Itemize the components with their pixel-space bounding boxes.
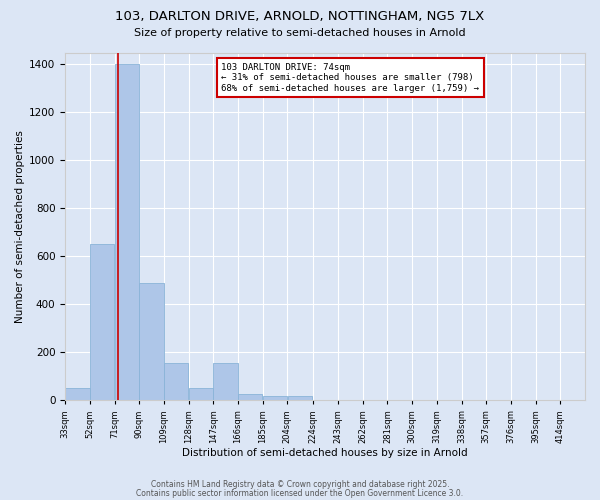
Bar [164,363,188,401]
Bar [287,396,312,400]
Bar [65,388,89,400]
Y-axis label: Number of semi-detached properties: Number of semi-detached properties [15,130,25,323]
Bar [189,388,213,400]
Bar [263,396,287,400]
Text: Size of property relative to semi-detached houses in Arnold: Size of property relative to semi-detach… [134,28,466,38]
Text: Contains HM Land Registry data © Crown copyright and database right 2025.: Contains HM Land Registry data © Crown c… [151,480,449,489]
Bar [139,283,164,401]
Text: Contains public sector information licensed under the Open Government Licence 3.: Contains public sector information licen… [136,488,464,498]
Bar [90,244,115,400]
X-axis label: Distribution of semi-detached houses by size in Arnold: Distribution of semi-detached houses by … [182,448,468,458]
Text: 103 DARLTON DRIVE: 74sqm
← 31% of semi-detached houses are smaller (798)
68% of : 103 DARLTON DRIVE: 74sqm ← 31% of semi-d… [221,63,479,92]
Bar [214,363,238,401]
Bar [115,64,139,400]
Text: 103, DARLTON DRIVE, ARNOLD, NOTTINGHAM, NG5 7LX: 103, DARLTON DRIVE, ARNOLD, NOTTINGHAM, … [115,10,485,23]
Bar [238,394,262,400]
